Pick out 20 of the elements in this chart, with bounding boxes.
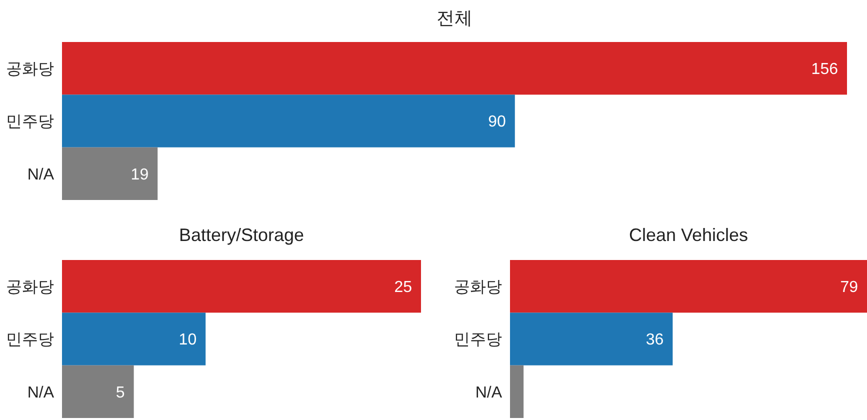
y-tick-label: 공화당 <box>6 60 54 78</box>
y-tick-label: 공화당 <box>6 278 54 296</box>
y-tick-label: 민주당 <box>6 114 54 131</box>
data-label: 36 <box>646 332 664 349</box>
chart-title: Battery/Storage <box>178 225 304 245</box>
data-label: 19 <box>130 166 149 184</box>
data-label: 79 <box>840 278 858 296</box>
chart-title: Clean Vehicles <box>628 225 748 245</box>
y-tick-label: N/A <box>27 384 54 402</box>
chart-title: 전체 <box>436 8 472 28</box>
data-label: 156 <box>811 60 838 78</box>
data-label: 5 <box>116 384 125 402</box>
y-tick-label: N/A <box>27 166 54 184</box>
data-label: 10 <box>178 332 197 349</box>
y-tick-label: N/A <box>475 384 502 402</box>
y-tick-label: 민주당 <box>6 332 54 349</box>
y-tick-label: 공화당 <box>454 278 502 296</box>
y-tick-label: 민주당 <box>454 332 502 349</box>
data-label: 25 <box>394 278 412 296</box>
data-label: 90 <box>488 114 506 131</box>
